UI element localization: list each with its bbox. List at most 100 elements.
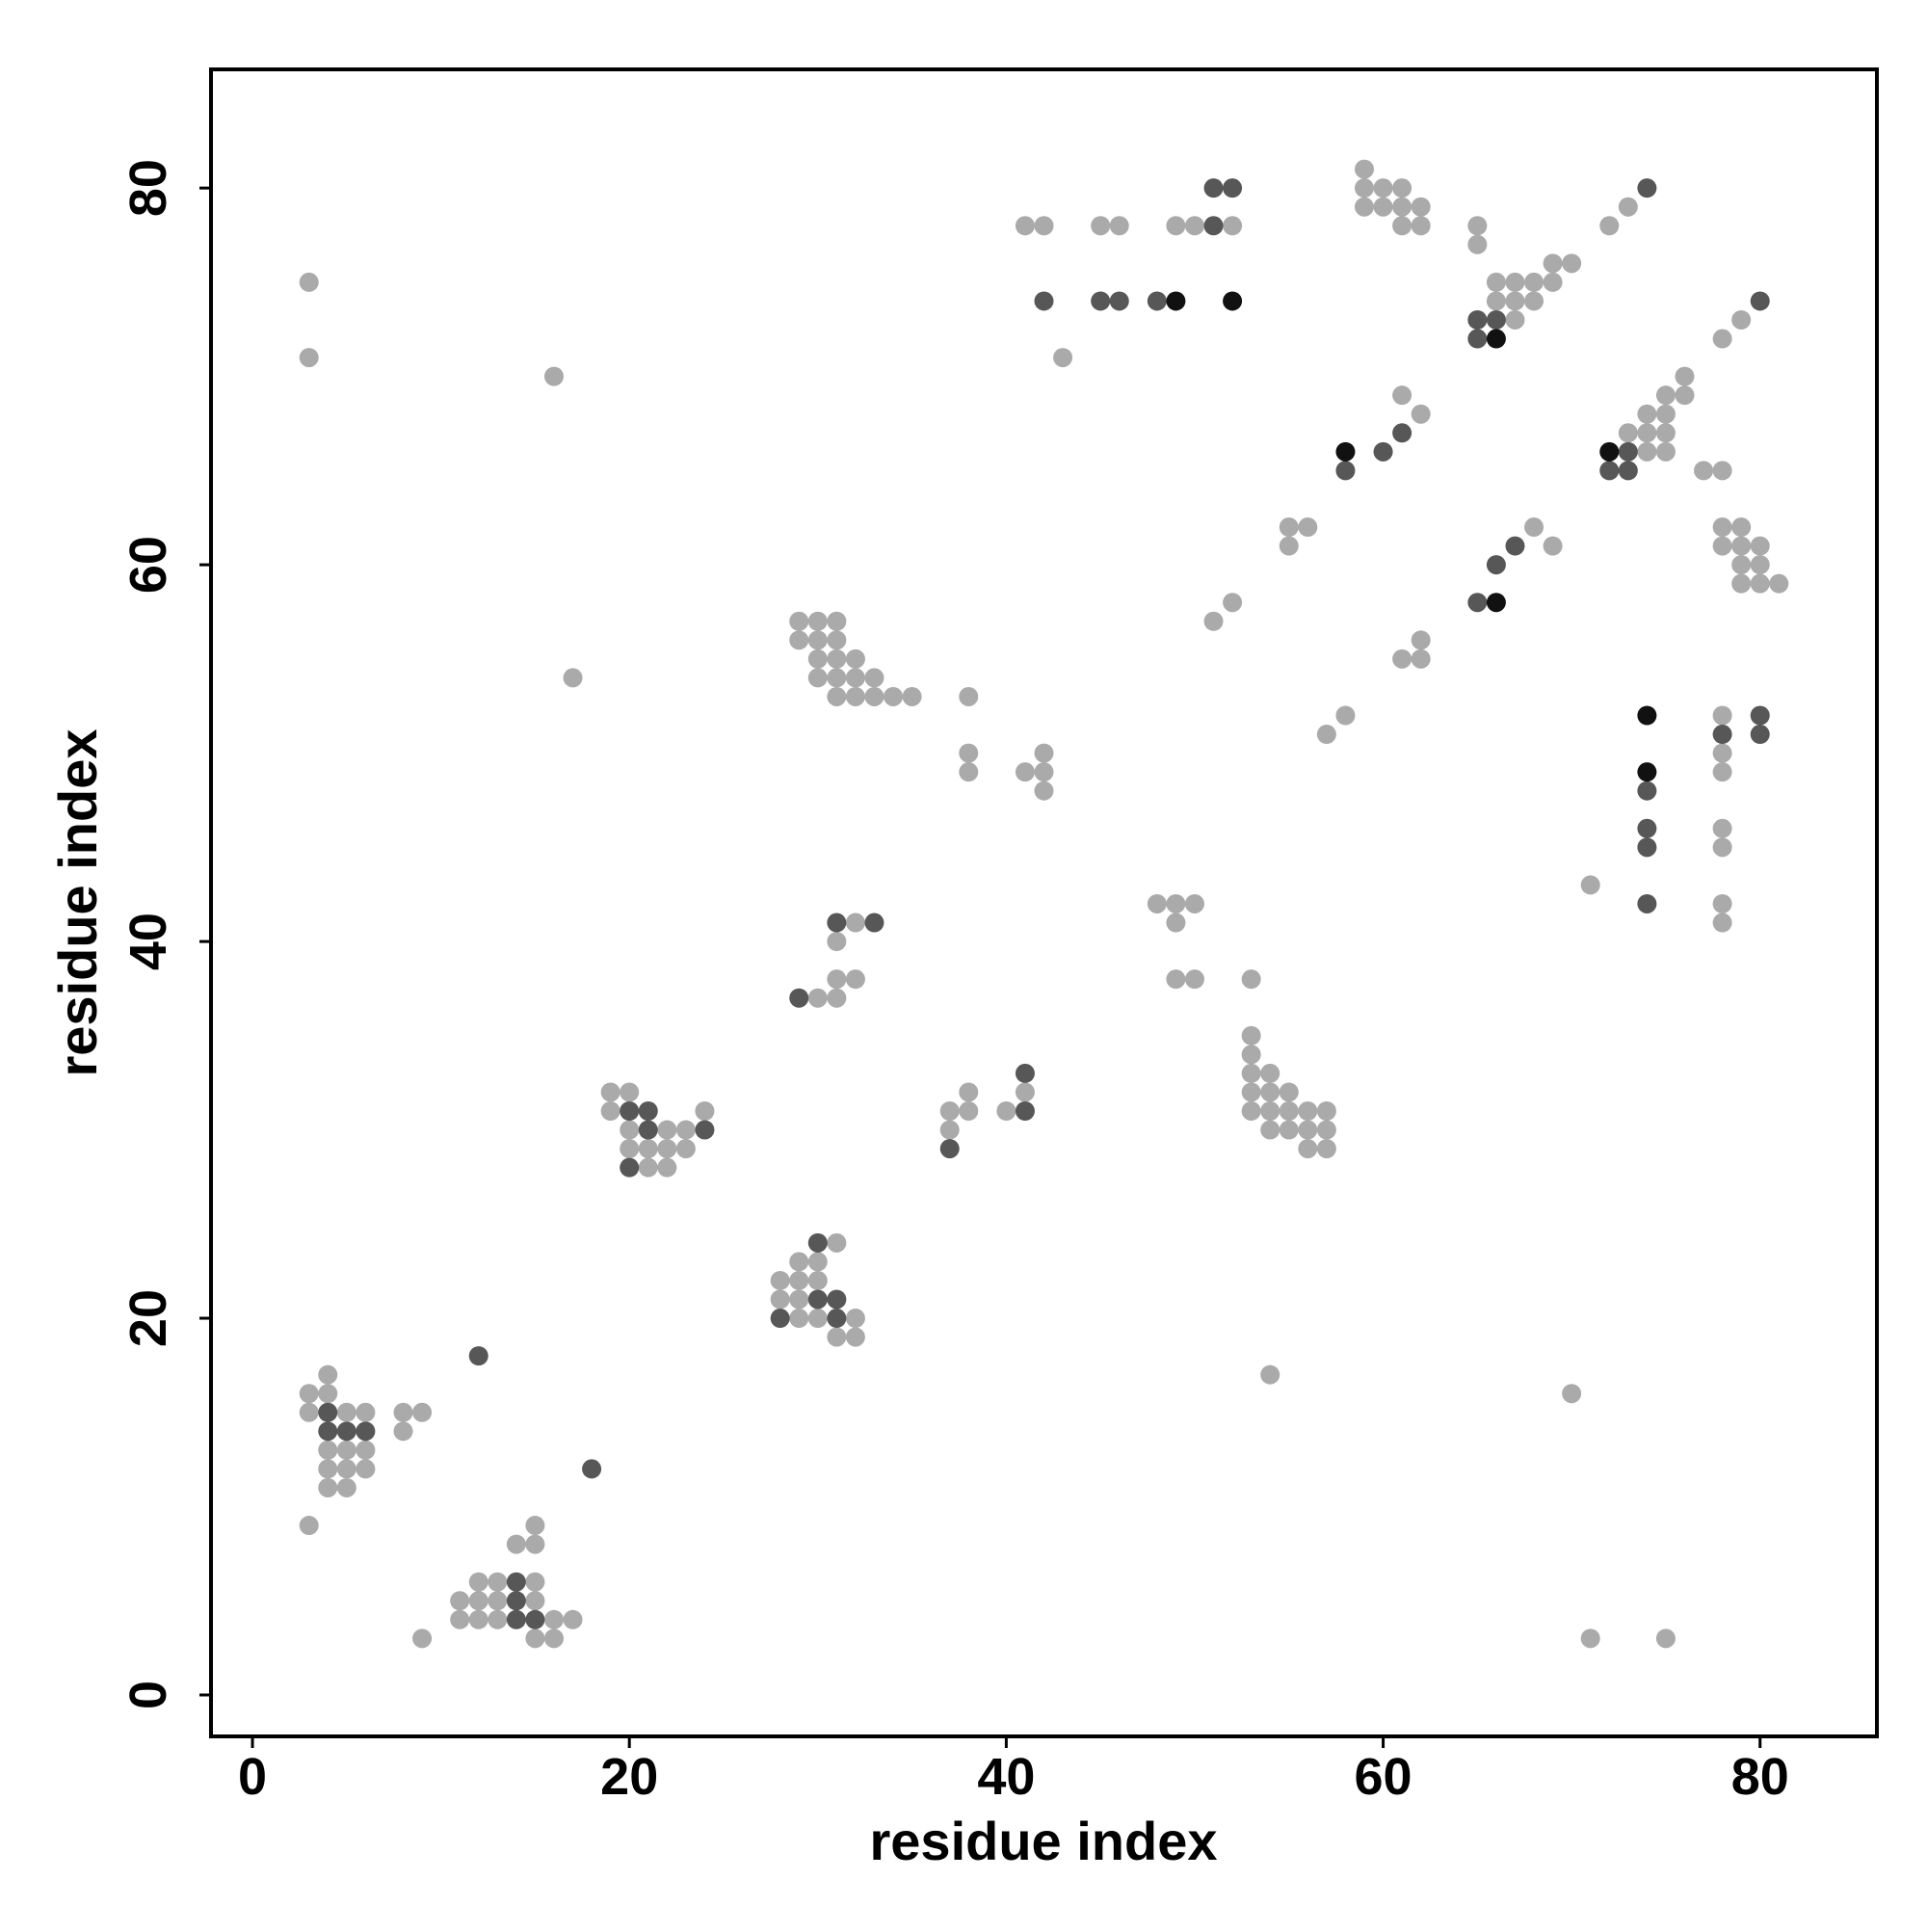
contact-point <box>1392 385 1412 406</box>
contact-point <box>1543 272 1563 292</box>
contact-point <box>1316 1120 1336 1140</box>
contact-point <box>807 630 828 650</box>
contact-point <box>1316 725 1336 745</box>
contact-point <box>1223 216 1243 236</box>
contact-point <box>543 1609 564 1629</box>
contact-point <box>1411 648 1431 669</box>
contact-point <box>1712 725 1732 745</box>
contact-point <box>807 988 828 1008</box>
contact-point <box>1524 517 1544 538</box>
contact-point <box>827 932 847 952</box>
contact-point <box>1166 913 1186 933</box>
contact-point <box>1147 893 1167 913</box>
contact-point <box>1655 404 1676 424</box>
contact-point <box>318 1477 338 1497</box>
contact-point <box>827 648 847 669</box>
contact-point <box>1618 197 1638 217</box>
contact-point <box>827 1232 847 1253</box>
contact-point <box>582 1459 602 1479</box>
y-axis-title: residue index <box>47 728 108 1076</box>
contact-point <box>1355 178 1374 198</box>
contact-point <box>506 1572 526 1592</box>
contact-point <box>1279 1101 1299 1122</box>
contact-point <box>1373 441 1393 462</box>
contact-point <box>1223 291 1243 311</box>
contact-point <box>1655 441 1676 462</box>
contact-point <box>1392 216 1412 236</box>
contact-point <box>1637 837 1657 858</box>
contact-point <box>1411 197 1431 217</box>
contact-point <box>356 1440 376 1460</box>
contact-point <box>845 1309 865 1329</box>
contact-point <box>1731 555 1752 575</box>
contact-point <box>1562 253 1582 274</box>
contact-point <box>789 611 809 631</box>
contact-point <box>563 1609 583 1629</box>
contact-point <box>1241 1045 1261 1065</box>
contact-point <box>807 1289 828 1310</box>
contact-point <box>638 1120 658 1140</box>
contact-point <box>1279 1082 1299 1102</box>
contact-point <box>638 1101 658 1122</box>
contact-point <box>1015 1063 1035 1083</box>
contact-point <box>770 1270 790 1290</box>
contact-point <box>318 1440 338 1460</box>
contact-point <box>1524 291 1544 311</box>
contact-point <box>789 1270 809 1290</box>
contact-point <box>299 348 319 368</box>
contact-point <box>1279 536 1299 556</box>
contact-point <box>620 1101 640 1122</box>
contact-point <box>1298 517 1318 538</box>
contact-point <box>1316 1101 1336 1122</box>
contact-point <box>827 611 847 631</box>
contact-point <box>1203 216 1224 236</box>
contact-point <box>1486 329 1506 349</box>
contact-point <box>638 1157 658 1178</box>
contact-point <box>827 630 847 650</box>
contact-point <box>1392 648 1412 669</box>
contact-point <box>1279 517 1299 538</box>
contact-point <box>318 1459 338 1479</box>
contact-point <box>1467 309 1488 330</box>
contact-point <box>996 1101 1016 1122</box>
y-tick-label: 80 <box>119 159 177 217</box>
contact-point <box>1505 291 1525 311</box>
contact-point <box>336 1440 356 1460</box>
contact-point <box>1750 536 1770 556</box>
contact-point <box>1411 216 1431 236</box>
contact-point <box>1184 216 1204 236</box>
contact-point <box>1260 1082 1280 1102</box>
contact-point <box>412 1402 433 1422</box>
contact-point <box>299 1402 319 1422</box>
contact-point <box>468 1572 488 1592</box>
contact-point <box>1166 216 1186 236</box>
contact-point <box>412 1628 433 1649</box>
contact-point <box>1637 705 1657 726</box>
contact-point <box>864 686 884 706</box>
contact-point <box>1373 178 1393 198</box>
contact-point <box>1712 913 1732 933</box>
contact-point <box>1731 517 1752 538</box>
contact-point <box>1034 291 1054 311</box>
contact-point <box>1637 762 1657 782</box>
contact-point <box>356 1421 376 1442</box>
contact-point <box>1467 593 1488 613</box>
contact-point <box>807 648 828 669</box>
contact-point <box>1637 178 1657 198</box>
contact-point <box>468 1346 488 1366</box>
contact-point <box>1203 178 1224 198</box>
contact-point <box>563 668 583 688</box>
contact-point <box>1241 1082 1261 1102</box>
contact-point <box>884 686 904 706</box>
contact-point <box>789 1289 809 1310</box>
contact-point <box>845 668 865 688</box>
contact-point <box>1335 441 1356 462</box>
contact-point <box>1335 705 1356 726</box>
contact-point <box>1486 309 1506 330</box>
contact-point <box>1599 216 1620 236</box>
contact-point <box>450 1591 470 1611</box>
contact-point <box>299 272 319 292</box>
contact-point <box>845 1327 865 1347</box>
contact-point <box>1260 1364 1280 1385</box>
